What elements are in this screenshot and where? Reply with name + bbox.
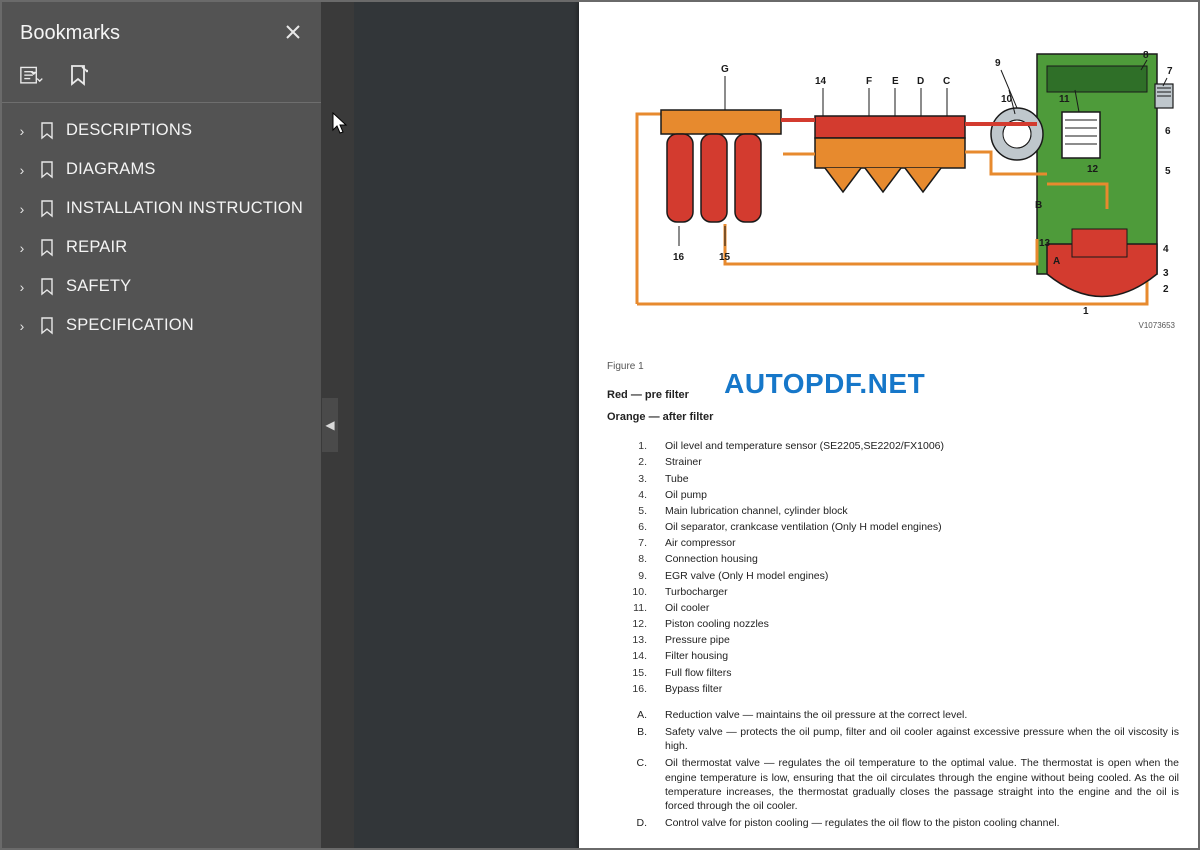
bookmark-icon bbox=[38, 317, 56, 335]
chevron-right-icon: › bbox=[16, 318, 28, 334]
list-item: 12.Piston cooling nozzles bbox=[629, 617, 1179, 633]
lettered-list: A.Reduction valve — maintains the oil pr… bbox=[607, 698, 1179, 833]
list-item: 5.Main lubrication channel, cylinder blo… bbox=[629, 504, 1179, 520]
callout: F bbox=[866, 76, 872, 87]
list-item: B.Safety valve — protects the oil pump, … bbox=[629, 725, 1179, 756]
callout: 10 bbox=[1001, 94, 1013, 105]
figure-label: Figure 1 bbox=[607, 360, 1179, 374]
chevron-left-icon: ◀ bbox=[325, 418, 334, 432]
collapse-handle[interactable]: ◀ bbox=[322, 398, 338, 452]
document-body: Figure 1 Red — pre filter Orange — after… bbox=[605, 344, 1179, 833]
callout: 9 bbox=[995, 58, 1001, 69]
list-item: C.Oil thermostat valve — regulates the o… bbox=[629, 756, 1179, 816]
callout: 5 bbox=[1165, 166, 1171, 177]
bookmark-icon bbox=[38, 278, 56, 296]
bookmark-item[interactable]: › DESCRIPTIONS bbox=[2, 111, 321, 150]
callout: 16 bbox=[673, 252, 685, 263]
bookmark-item[interactable]: › SAFETY bbox=[2, 267, 321, 306]
bookmark-label: DIAGRAMS bbox=[66, 160, 156, 179]
list-item: 2.Strainer bbox=[629, 455, 1179, 471]
numbered-list: 1.Oil level and temperature sensor (SE22… bbox=[607, 433, 1179, 698]
bookmark-item[interactable]: › REPAIR bbox=[2, 228, 321, 267]
chevron-right-icon: › bbox=[16, 162, 28, 178]
list-item: 6.Oil separator, crankcase ventilation (… bbox=[629, 520, 1179, 536]
callout: 3 bbox=[1163, 268, 1169, 279]
list-item: 11.Oil cooler bbox=[629, 601, 1179, 617]
document-viewer[interactable]: G 14 F E D C 9 10 bbox=[354, 2, 1198, 848]
bookmarks-list: › DESCRIPTIONS › DIAGRAMS › INSTALLATION… bbox=[2, 109, 321, 345]
callout: A bbox=[1053, 256, 1060, 267]
bookmark-label: SAFETY bbox=[66, 277, 131, 296]
legend-orange: Orange — after filter bbox=[607, 410, 1179, 425]
callout: 13 bbox=[1039, 238, 1051, 249]
bookmark-icon bbox=[38, 200, 56, 218]
callout: D bbox=[917, 76, 924, 87]
list-item: A.Reduction valve — maintains the oil pr… bbox=[629, 708, 1179, 725]
legend-red: Red — pre filter bbox=[607, 388, 1179, 403]
list-item: 16.Bypass filter bbox=[629, 682, 1179, 698]
list-item: 8.Connection housing bbox=[629, 552, 1179, 568]
callout: 6 bbox=[1165, 126, 1171, 137]
list-item: 15.Full flow filters bbox=[629, 666, 1179, 682]
bookmark-label: INSTALLATION INSTRUCTION bbox=[66, 199, 303, 218]
callout: 1 bbox=[1083, 306, 1089, 317]
bookmark-item[interactable]: › SPECIFICATION bbox=[2, 306, 321, 345]
chevron-right-icon: › bbox=[16, 279, 28, 295]
bookmark-item[interactable]: › DIAGRAMS bbox=[2, 150, 321, 189]
callout: 2 bbox=[1163, 284, 1169, 295]
list-item: 13.Pressure pipe bbox=[629, 633, 1179, 649]
bookmark-icon bbox=[38, 161, 56, 179]
panel-divider[interactable]: ◀ bbox=[322, 2, 354, 848]
callout: 11 bbox=[1059, 94, 1070, 105]
diagram-id: V1073653 bbox=[1139, 321, 1175, 330]
bookmarks-header: Bookmarks bbox=[2, 2, 321, 64]
list-item: 10.Turbocharger bbox=[629, 585, 1179, 601]
callout: 14 bbox=[815, 76, 827, 87]
callout: C bbox=[943, 76, 950, 87]
pdf-page: G 14 F E D C 9 10 bbox=[579, 2, 1198, 848]
bookmark-label: REPAIR bbox=[66, 238, 127, 257]
list-item: 9.EGR valve (Only H model engines) bbox=[629, 569, 1179, 585]
list-item: 1.Oil level and temperature sensor (SE22… bbox=[629, 439, 1179, 455]
callout: B bbox=[1035, 200, 1042, 211]
divider bbox=[2, 102, 321, 103]
list-item: 14.Filter housing bbox=[629, 649, 1179, 665]
chevron-right-icon: › bbox=[16, 123, 28, 139]
bookmarks-toolbar bbox=[2, 64, 321, 102]
bookmarks-panel: Bookmarks bbox=[2, 2, 322, 848]
bookmark-label: DESCRIPTIONS bbox=[66, 121, 192, 140]
callout: G bbox=[721, 64, 729, 75]
diagram-svg: G 14 F E D C 9 10 bbox=[607, 24, 1177, 334]
bookmark-ribbon-icon[interactable] bbox=[66, 64, 90, 88]
oil-system-diagram: G 14 F E D C 9 10 bbox=[607, 24, 1177, 334]
callout: 15 bbox=[719, 252, 731, 263]
chevron-right-icon: › bbox=[16, 240, 28, 256]
list-item: 3.Tube bbox=[629, 472, 1179, 488]
close-icon[interactable] bbox=[285, 20, 301, 46]
chevron-right-icon: › bbox=[16, 201, 28, 217]
bookmark-label: SPECIFICATION bbox=[66, 316, 194, 335]
callout: 8 bbox=[1143, 50, 1149, 61]
bookmark-item[interactable]: › INSTALLATION INSTRUCTION bbox=[2, 189, 321, 228]
bookmarks-title: Bookmarks bbox=[20, 22, 120, 45]
callout: E bbox=[892, 76, 899, 87]
list-item: 4.Oil pump bbox=[629, 488, 1179, 504]
bookmark-icon bbox=[38, 122, 56, 140]
list-item: D.Control valve for piston cooling — reg… bbox=[629, 816, 1179, 833]
list-item: 7.Air compressor bbox=[629, 536, 1179, 552]
bookmark-icon bbox=[38, 239, 56, 257]
callout: 12 bbox=[1087, 164, 1099, 175]
view-options-icon[interactable] bbox=[20, 64, 44, 88]
callout: 7 bbox=[1167, 66, 1173, 77]
pdf-viewer-window: Bookmarks bbox=[0, 0, 1200, 850]
callout: 4 bbox=[1163, 244, 1169, 255]
